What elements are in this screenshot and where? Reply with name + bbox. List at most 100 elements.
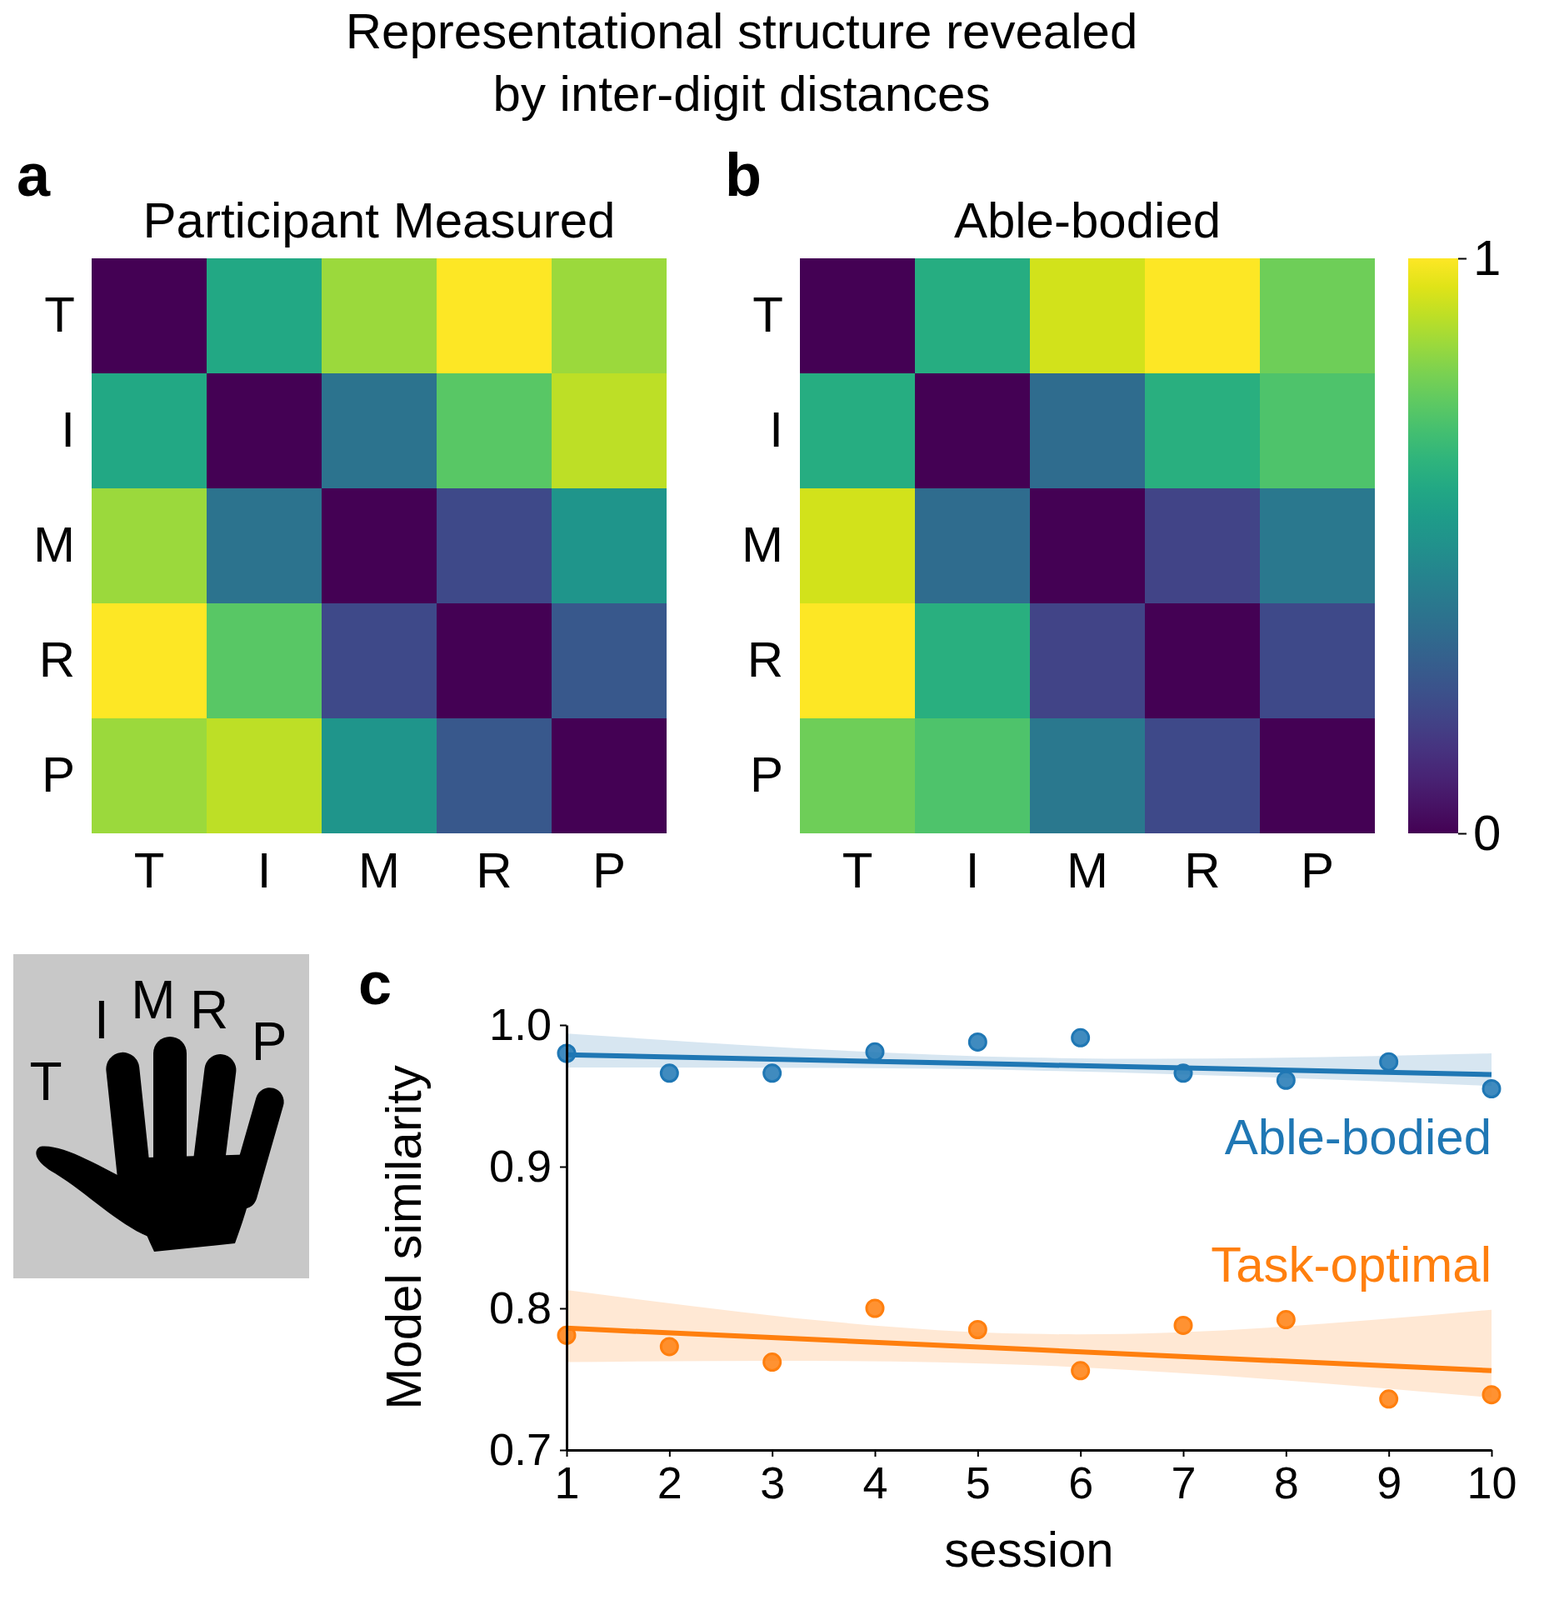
- tick-mark: [1079, 1449, 1082, 1457]
- cell: [1259, 258, 1375, 375]
- tick: M: [358, 833, 400, 899]
- cell: [551, 718, 667, 834]
- cells: [799, 258, 1375, 834]
- tick-label: P: [1300, 842, 1335, 899]
- data-point: [660, 1064, 678, 1082]
- panel-letter: b: [724, 141, 762, 209]
- cell: [321, 488, 438, 605]
- tick-mark: [559, 1166, 567, 1169]
- tick-label: I: [257, 842, 272, 899]
- tick-label: 10: [1466, 1457, 1517, 1508]
- tick: 1: [1458, 229, 1501, 286]
- tick-mark: [1285, 1449, 1288, 1457]
- cell: [799, 718, 916, 834]
- tick: 1: [554, 1449, 580, 1508]
- panel-title: Able-bodied: [954, 192, 1221, 249]
- tick-label: T: [134, 842, 165, 899]
- tick: R: [747, 631, 800, 688]
- tick-mark: [977, 1449, 980, 1457]
- cell: [321, 603, 438, 720]
- tick-mark: [771, 1449, 774, 1457]
- tick: T: [842, 833, 874, 899]
- tick-mark: [1388, 1449, 1390, 1457]
- cell: [206, 258, 323, 375]
- y-axis: 0.70.80.91.0: [489, 999, 568, 1475]
- tick-mark: [559, 1308, 567, 1310]
- data-point: [1380, 1390, 1398, 1408]
- tick-label: 5: [965, 1457, 991, 1508]
- cell: [551, 488, 667, 605]
- tick-label: T: [842, 842, 874, 899]
- data-point: [1277, 1311, 1295, 1329]
- tick-label: M: [33, 516, 75, 573]
- tick: 5: [965, 1449, 991, 1508]
- cell: [1144, 718, 1261, 834]
- cell: [206, 373, 323, 490]
- data-point: [1483, 1386, 1500, 1404]
- tick: 0.9: [489, 1140, 567, 1191]
- cell: [436, 258, 553, 375]
- tick: R: [39, 631, 92, 688]
- tick-label: 0.7: [489, 1424, 552, 1475]
- fit-line: [566, 1054, 1492, 1075]
- fit-line: [566, 1328, 1492, 1371]
- cell: [91, 488, 208, 605]
- tick-label: P: [749, 746, 784, 803]
- cell: [914, 603, 1031, 720]
- panel-title: Participant Measured: [143, 192, 616, 249]
- cell: [914, 718, 1031, 834]
- cell: [436, 718, 553, 834]
- axis-line: [799, 259, 801, 835]
- y-axis-title: Model similarity: [375, 1064, 432, 1410]
- tick: R: [475, 833, 512, 899]
- tick: I: [769, 401, 800, 458]
- hand-thumb: [35, 1146, 149, 1237]
- tick-label: I: [965, 842, 980, 899]
- tick-mark: [1458, 833, 1467, 835]
- x-axis: TIMRP: [92, 833, 668, 899]
- plot-area: [558, 1029, 1500, 1408]
- cell: [1144, 258, 1261, 375]
- cell: [799, 603, 916, 720]
- tick-label: 6: [1068, 1457, 1094, 1508]
- tick-mark: [1458, 258, 1467, 260]
- data-point: [1174, 1316, 1192, 1334]
- data-point: [1380, 1053, 1398, 1070]
- confidence-band: [566, 1289, 1492, 1398]
- tick-mark: [669, 1449, 671, 1457]
- tick-label: 1: [554, 1457, 580, 1508]
- cell: [206, 603, 323, 720]
- cell: [799, 258, 916, 375]
- data-point: [1277, 1071, 1295, 1089]
- tick-label: 7: [1170, 1457, 1196, 1508]
- tick-label: 4: [862, 1457, 888, 1508]
- cell: [1259, 603, 1375, 720]
- cell: [1029, 488, 1146, 605]
- hand-palm: [120, 1154, 257, 1252]
- cell: [1259, 373, 1375, 490]
- tick: M: [33, 516, 92, 573]
- cell: [551, 258, 667, 375]
- cell: [1144, 373, 1261, 490]
- data-point: [660, 1338, 678, 1355]
- tick: 9: [1376, 1449, 1402, 1508]
- tick: 7: [1170, 1449, 1196, 1508]
- inset-label: T: [29, 1051, 62, 1112]
- cell: [1144, 488, 1261, 605]
- cell: [91, 718, 208, 834]
- tick: I: [60, 401, 92, 458]
- cell: [799, 488, 916, 605]
- tick-label: R: [39, 631, 75, 688]
- panel-letter: a: [16, 141, 51, 209]
- tick: P: [1300, 833, 1335, 899]
- tick: P: [41, 746, 92, 803]
- tick: P: [749, 746, 800, 803]
- tick-label: 0: [1473, 804, 1501, 861]
- tick-label: I: [60, 401, 75, 458]
- data-point: [1072, 1029, 1090, 1046]
- axis-line: [800, 833, 1376, 835]
- tick: I: [965, 833, 980, 899]
- axis-line: [567, 1449, 1493, 1452]
- tick-label: T: [752, 286, 784, 343]
- cell: [436, 603, 553, 720]
